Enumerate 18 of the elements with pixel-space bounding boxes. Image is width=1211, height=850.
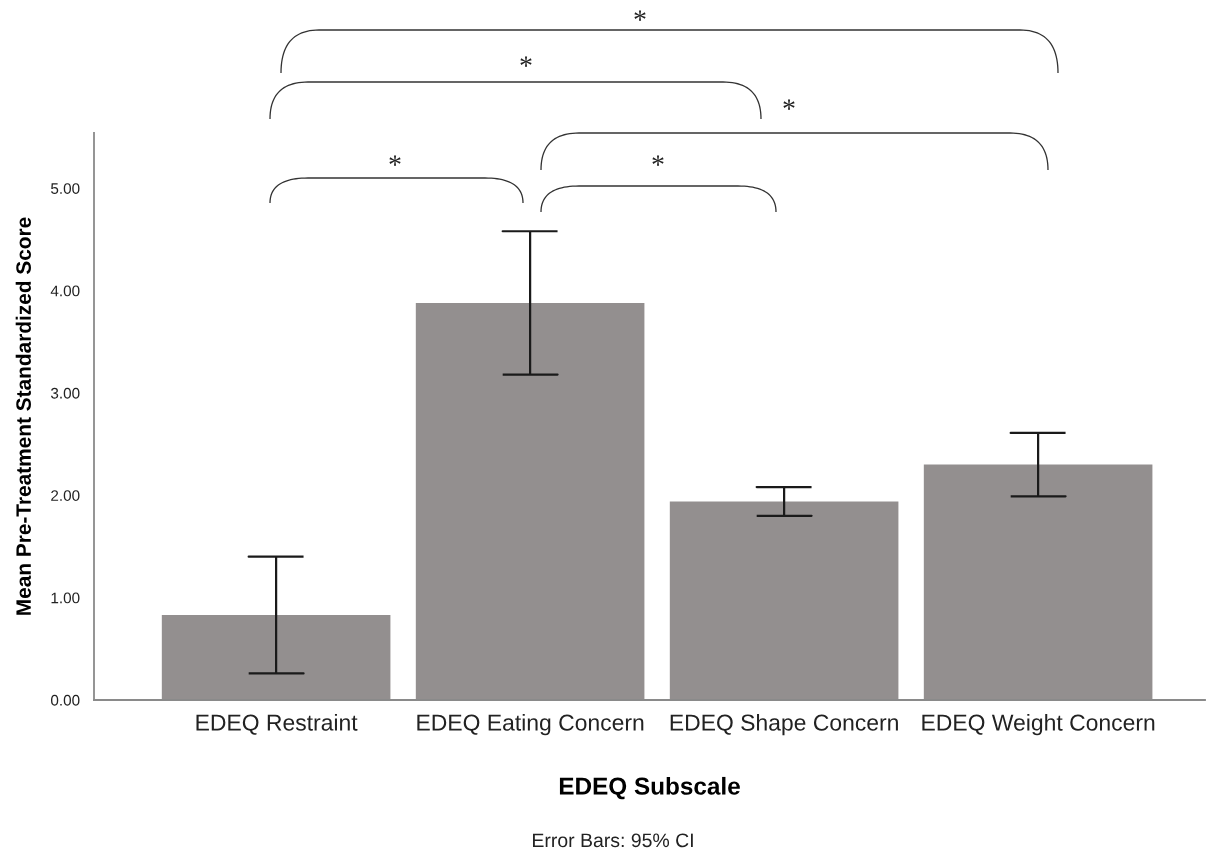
y-tick-label: 2.00: [51, 490, 80, 501]
y-axis-title: Mean Pre-Treatment Standardized Score: [15, 217, 31, 615]
text: *: [520, 56, 532, 67]
y-tick-label: 4.00: [50, 285, 80, 297]
text: Error Bars: 95% CI: [533, 833, 693, 848]
y-tick-label: 0.00: [50, 694, 80, 706]
y-tick-label: 3.00: [50, 387, 80, 399]
y-tick-label: 1.00: [51, 592, 80, 604]
x-tick-label: EDEQ Restraint: [196, 713, 358, 735]
x-axis-title: EDEQ Subscale: [559, 776, 740, 800]
y-tick-label: 5.00: [50, 183, 80, 194]
x-tick-label: EDEQ Weight Concern: [922, 713, 1155, 736]
x-tick-label: EDEQ Eating Concern: [417, 713, 644, 736]
x-tick-label: EDEQ Shape Concern: [670, 713, 898, 736]
annotation: *: [389, 155, 401, 166]
text: *: [783, 99, 795, 110]
text: *: [634, 10, 646, 21]
annotation: *: [652, 155, 664, 166]
